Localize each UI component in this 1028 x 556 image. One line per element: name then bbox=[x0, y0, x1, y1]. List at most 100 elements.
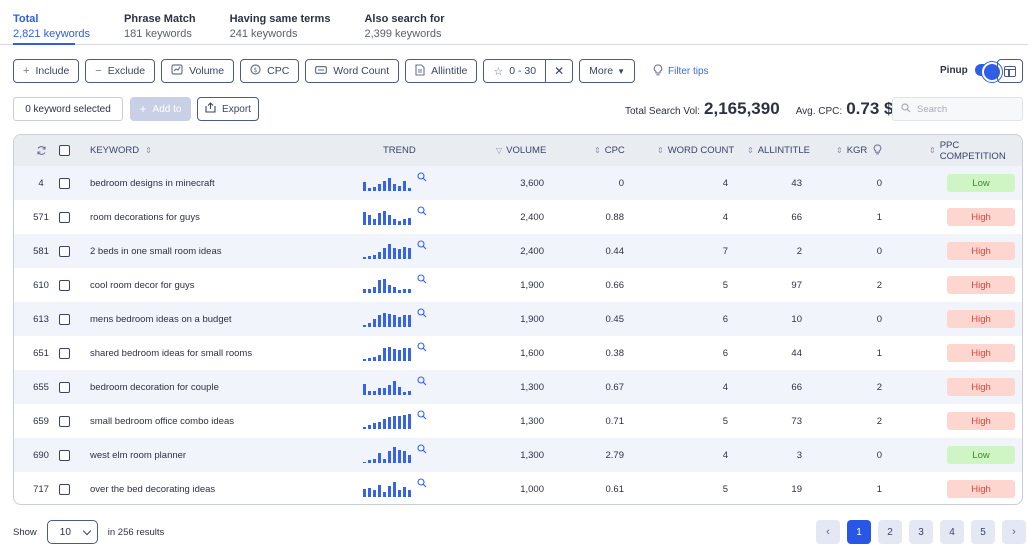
ppc-competition-badge: Low bbox=[947, 446, 1015, 464]
trend-sparkline bbox=[363, 481, 413, 497]
header-volume[interactable]: ▽ VOLUME bbox=[496, 135, 546, 166]
row-checkbox[interactable] bbox=[59, 234, 71, 268]
trend-bar bbox=[388, 347, 391, 361]
clear-range-button[interactable]: ✕ bbox=[546, 60, 572, 82]
trend-bar bbox=[408, 289, 411, 293]
search-icon[interactable] bbox=[417, 410, 427, 420]
trend-bar bbox=[363, 359, 366, 361]
page-button-2[interactable]: 2 bbox=[878, 520, 902, 544]
page-size-select[interactable]: 10 bbox=[46, 520, 98, 544]
search-icon[interactable] bbox=[417, 376, 427, 386]
tab-phrase-match[interactable]: Phrase Match 181 keywords bbox=[124, 12, 196, 46]
row-checkbox[interactable] bbox=[59, 336, 71, 370]
word-count-cell: 4 bbox=[722, 211, 728, 223]
trend-bar bbox=[393, 482, 396, 497]
pinup-toggle[interactable] bbox=[974, 62, 1002, 82]
export-button[interactable]: Export bbox=[197, 97, 259, 121]
trend-bar bbox=[388, 385, 391, 395]
table-row: 651 shared bedroom ideas for small rooms 1… bbox=[14, 336, 1022, 370]
keyword-cell: 2 beds in one small room ideas bbox=[90, 245, 222, 257]
row-index: 659 bbox=[33, 415, 49, 427]
row-checkbox[interactable] bbox=[59, 404, 71, 438]
allintitle-cell: 66 bbox=[791, 381, 802, 393]
layout-button[interactable] bbox=[997, 59, 1023, 83]
search-icon[interactable] bbox=[417, 240, 427, 250]
trend-bar bbox=[363, 427, 366, 429]
row-checkbox[interactable] bbox=[59, 438, 71, 472]
add-to-button[interactable]: + Add to bbox=[130, 97, 191, 121]
include-button[interactable]: + Include bbox=[13, 59, 80, 83]
trend-bar bbox=[363, 384, 366, 395]
header-cpc-label: CPC bbox=[604, 145, 625, 156]
chevron-down-icon bbox=[82, 526, 92, 535]
page-button-4[interactable]: 4 bbox=[940, 520, 964, 544]
trend-bar bbox=[398, 416, 401, 429]
row-checkbox[interactable] bbox=[59, 166, 71, 200]
header-word-count[interactable]: ⇕ WORD COUNT bbox=[657, 135, 734, 166]
header-keyword[interactable]: KEYWORD ⇕ bbox=[90, 135, 152, 166]
exclude-button[interactable]: − Exclude bbox=[85, 59, 156, 83]
tab-count: 241 keywords bbox=[229, 28, 298, 40]
trend-bar bbox=[368, 215, 371, 225]
row-checkbox[interactable] bbox=[59, 200, 71, 234]
select-all-checkbox[interactable] bbox=[59, 135, 70, 166]
trend-bar bbox=[363, 325, 366, 327]
header-volume-label: VOLUME bbox=[506, 145, 547, 156]
kgr-cell: 2 bbox=[876, 415, 882, 427]
search-icon[interactable] bbox=[417, 274, 427, 284]
trend-bar bbox=[378, 453, 381, 463]
prev-page-button[interactable]: ‹ bbox=[816, 520, 840, 544]
kgr-cell: 2 bbox=[876, 381, 882, 393]
trend-bar bbox=[393, 416, 396, 429]
page-button-1[interactable]: 1 bbox=[847, 520, 871, 544]
cpc-cell: 0.44 bbox=[605, 245, 625, 257]
header-kgr[interactable]: ⇕ KGR bbox=[836, 135, 882, 166]
keyword-cell: bedroom decoration for couple bbox=[90, 381, 219, 393]
search-input[interactable] bbox=[917, 103, 1007, 115]
row-index: 613 bbox=[33, 313, 49, 325]
allintitle-cell: 3 bbox=[796, 449, 802, 461]
lightbulb-icon[interactable] bbox=[873, 144, 882, 157]
filter-tips-link[interactable]: Filter tips bbox=[653, 63, 709, 79]
cpc-cell: 2.79 bbox=[605, 449, 625, 461]
page-button-5[interactable]: 5 bbox=[971, 520, 995, 544]
header-word-count-label: WORD COUNT bbox=[667, 145, 735, 156]
tab-total[interactable]: Total 2,821 keywords bbox=[13, 12, 90, 46]
refresh-icon[interactable] bbox=[26, 135, 56, 166]
row-checkbox[interactable] bbox=[59, 370, 71, 404]
volume-filter-button[interactable]: Volume bbox=[161, 59, 235, 83]
trend-sparkline bbox=[363, 345, 413, 361]
search-icon[interactable] bbox=[417, 172, 427, 182]
tab-also-search-for[interactable]: Also search for 2,399 keywords bbox=[364, 12, 444, 46]
header-allintitle[interactable]: ⇕ ALLINTITLE bbox=[747, 135, 810, 166]
more-filters-button[interactable]: More ▼ bbox=[579, 59, 635, 83]
next-page-button[interactable]: › bbox=[1002, 520, 1026, 544]
allintitle-cell: 44 bbox=[791, 347, 802, 359]
search-icon[interactable] bbox=[417, 478, 427, 488]
header-ppc-competition[interactable]: ⇕ PPC COMPETITION bbox=[929, 135, 1022, 166]
search-icon[interactable] bbox=[417, 342, 427, 352]
trend-bar bbox=[393, 315, 396, 327]
allintitle-filter-button[interactable]: Allintitle bbox=[405, 59, 478, 83]
ppc-competition-badge: High bbox=[947, 310, 1015, 328]
row-checkbox[interactable] bbox=[59, 302, 71, 336]
word-count-filter-button[interactable]: Word Count bbox=[305, 59, 400, 83]
trend-bar bbox=[388, 215, 391, 225]
search-icon[interactable] bbox=[417, 444, 427, 454]
search-icon[interactable] bbox=[417, 206, 427, 216]
row-checkbox[interactable] bbox=[59, 472, 71, 504]
plus-icon: + bbox=[23, 65, 30, 77]
trend-bar bbox=[393, 381, 396, 395]
tab-having-same-terms[interactable]: Having same terms 241 keywords bbox=[230, 12, 331, 46]
row-index: 655 bbox=[33, 381, 49, 393]
cpc-label: CPC bbox=[267, 65, 290, 77]
tab-count: 181 keywords bbox=[124, 28, 192, 40]
cpc-filter-button[interactable]: $ CPC bbox=[240, 59, 300, 83]
row-checkbox[interactable] bbox=[59, 268, 71, 302]
header-cpc[interactable]: ⇕ CPC bbox=[594, 135, 625, 166]
exclude-label: Exclude bbox=[107, 65, 146, 77]
kgr-range-button[interactable]: ☆ 0 - 30 bbox=[484, 60, 547, 82]
page-button-3[interactable]: 3 bbox=[909, 520, 933, 544]
word-count-cell: 5 bbox=[722, 279, 728, 291]
search-icon[interactable] bbox=[417, 308, 427, 318]
